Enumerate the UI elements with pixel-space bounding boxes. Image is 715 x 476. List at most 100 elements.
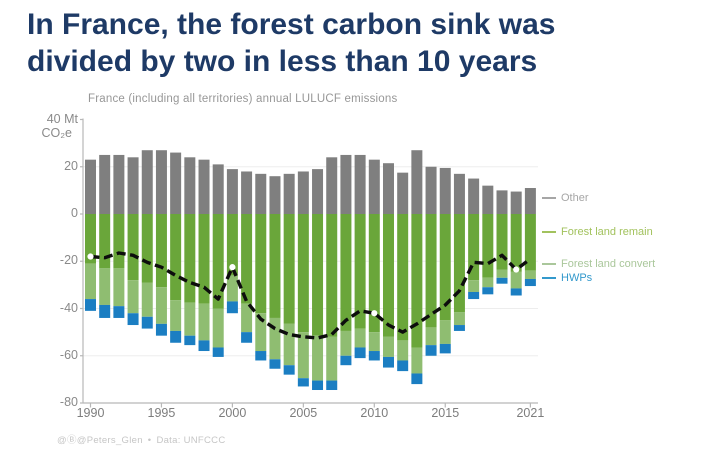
bar-forest-land-convert <box>255 313 267 352</box>
bar-forest-land-remain <box>382 214 394 337</box>
bar-forest-land-remain <box>340 214 352 331</box>
bar-forest-land-convert <box>453 312 465 326</box>
bar-forest-land-remain <box>212 214 224 309</box>
bar-forest-land-convert <box>510 271 522 289</box>
bar-hwps <box>340 355 352 366</box>
bar-forest-land-convert <box>524 270 536 279</box>
bar-other <box>241 171 253 214</box>
slide-title-line1: In France, the forest carbon sink was <box>27 8 556 41</box>
bar-forest-land-convert <box>127 280 139 314</box>
bar-hwps <box>382 356 394 368</box>
bar-hwps <box>468 291 480 300</box>
y-tick-label: -20 <box>59 253 78 268</box>
bar-hwps <box>113 306 125 318</box>
bar-hwps <box>439 343 451 354</box>
bar-hwps <box>255 351 267 361</box>
bar-forest-land-remain <box>326 214 338 337</box>
bar-forest-land-remain <box>368 214 380 333</box>
bar-other <box>368 159 380 214</box>
bar-other <box>425 166 437 214</box>
bar-other <box>184 157 196 214</box>
bar-hwps <box>411 373 423 385</box>
bar-hwps <box>99 304 111 318</box>
x-tick-label: 2015 <box>431 406 460 420</box>
bar-forest-land-convert <box>312 335 324 381</box>
bar-hwps <box>482 287 494 295</box>
x-tick-label: 1990 <box>76 406 105 420</box>
bar-forest-land-convert <box>241 303 253 333</box>
x-tick-label: 2021 <box>516 406 545 420</box>
bar-forest-land-remain <box>439 214 451 321</box>
decade-marker-dot <box>87 253 94 260</box>
bar-forest-land-remain <box>297 214 309 333</box>
legend-dash-icon <box>542 231 556 233</box>
bar-other <box>382 163 394 214</box>
bar-hwps <box>425 345 437 356</box>
net-emissions-line <box>90 251 532 340</box>
bar-hwps <box>453 325 465 331</box>
bar-hwps <box>283 365 295 375</box>
bar-other <box>85 159 96 214</box>
y-tick-label: 40 Mt <box>46 111 78 126</box>
bar-forest-land-remain <box>127 214 139 281</box>
legend-label: Forest land remain <box>561 226 653 238</box>
bar-other <box>468 178 480 214</box>
bar-forest-land-convert <box>382 336 394 357</box>
bar-hwps <box>368 351 380 361</box>
bar-forest-land-remain <box>141 214 153 283</box>
y-axis-unit-label: CO₂e <box>41 125 72 140</box>
bar-other <box>198 159 210 214</box>
bar-hwps <box>241 332 253 343</box>
bar-forest-land-remain <box>468 214 480 281</box>
y-tick-label: 0 <box>71 206 78 220</box>
bar-forest-land-convert <box>85 263 96 300</box>
bar-other <box>510 191 522 214</box>
bar-forest-land-convert <box>198 303 210 341</box>
bar-other <box>283 173 295 214</box>
bar-other <box>141 150 153 214</box>
bar-other <box>326 157 338 214</box>
bar-other <box>397 172 409 214</box>
bar-other <box>212 164 224 214</box>
bar-hwps <box>312 380 324 391</box>
bar-hwps <box>269 359 281 369</box>
attribution: @Ⓑ@Peters_Glen • Data: UNFCCC <box>57 432 226 446</box>
bar-other <box>496 190 508 214</box>
bar-forest-land-convert <box>397 340 409 361</box>
bar-other <box>99 154 111 214</box>
bar-hwps <box>510 288 522 296</box>
bar-hwps <box>212 347 224 357</box>
slide-title: In France, the forest carbon sink was di… <box>27 6 687 80</box>
bar-forest-land-remain <box>510 214 522 272</box>
legend-entry-other: Other <box>542 192 589 204</box>
bar-other <box>226 169 238 214</box>
bar-other <box>354 154 366 214</box>
bar-forest-land-convert <box>155 287 167 324</box>
y-tick-label: -60 <box>59 347 78 362</box>
bar-hwps <box>155 323 167 336</box>
decade-marker-dot <box>513 266 520 273</box>
bar-other <box>113 154 125 214</box>
bar-forest-land-convert <box>212 308 224 348</box>
bar-forest-land-convert <box>368 332 380 352</box>
bar-forest-land-convert <box>170 300 182 331</box>
chart-subtitle: France (including all territories) annua… <box>88 93 398 105</box>
bar-other <box>340 154 352 214</box>
bar-forest-land-convert <box>269 317 281 360</box>
bar-other <box>312 169 324 214</box>
bar-other <box>411 150 423 214</box>
bar-forest-land-convert <box>439 320 451 344</box>
legend-entry-hwps: HWPs <box>542 272 592 284</box>
bar-forest-land-convert <box>340 330 352 356</box>
bar-hwps <box>170 330 182 343</box>
x-tick-label: 2005 <box>289 406 318 420</box>
bar-hwps <box>141 316 153 329</box>
y-tick-label: 20 <box>64 158 78 173</box>
bar-forest-land-remain <box>425 214 437 328</box>
legend-entry-forest-land-convert: Forest land convert <box>542 258 655 270</box>
bar-forest-land-remain <box>312 214 324 336</box>
bar-forest-land-remain <box>99 214 111 269</box>
bar-hwps <box>85 299 96 311</box>
bar-other <box>269 176 281 214</box>
bar-other <box>127 157 139 214</box>
